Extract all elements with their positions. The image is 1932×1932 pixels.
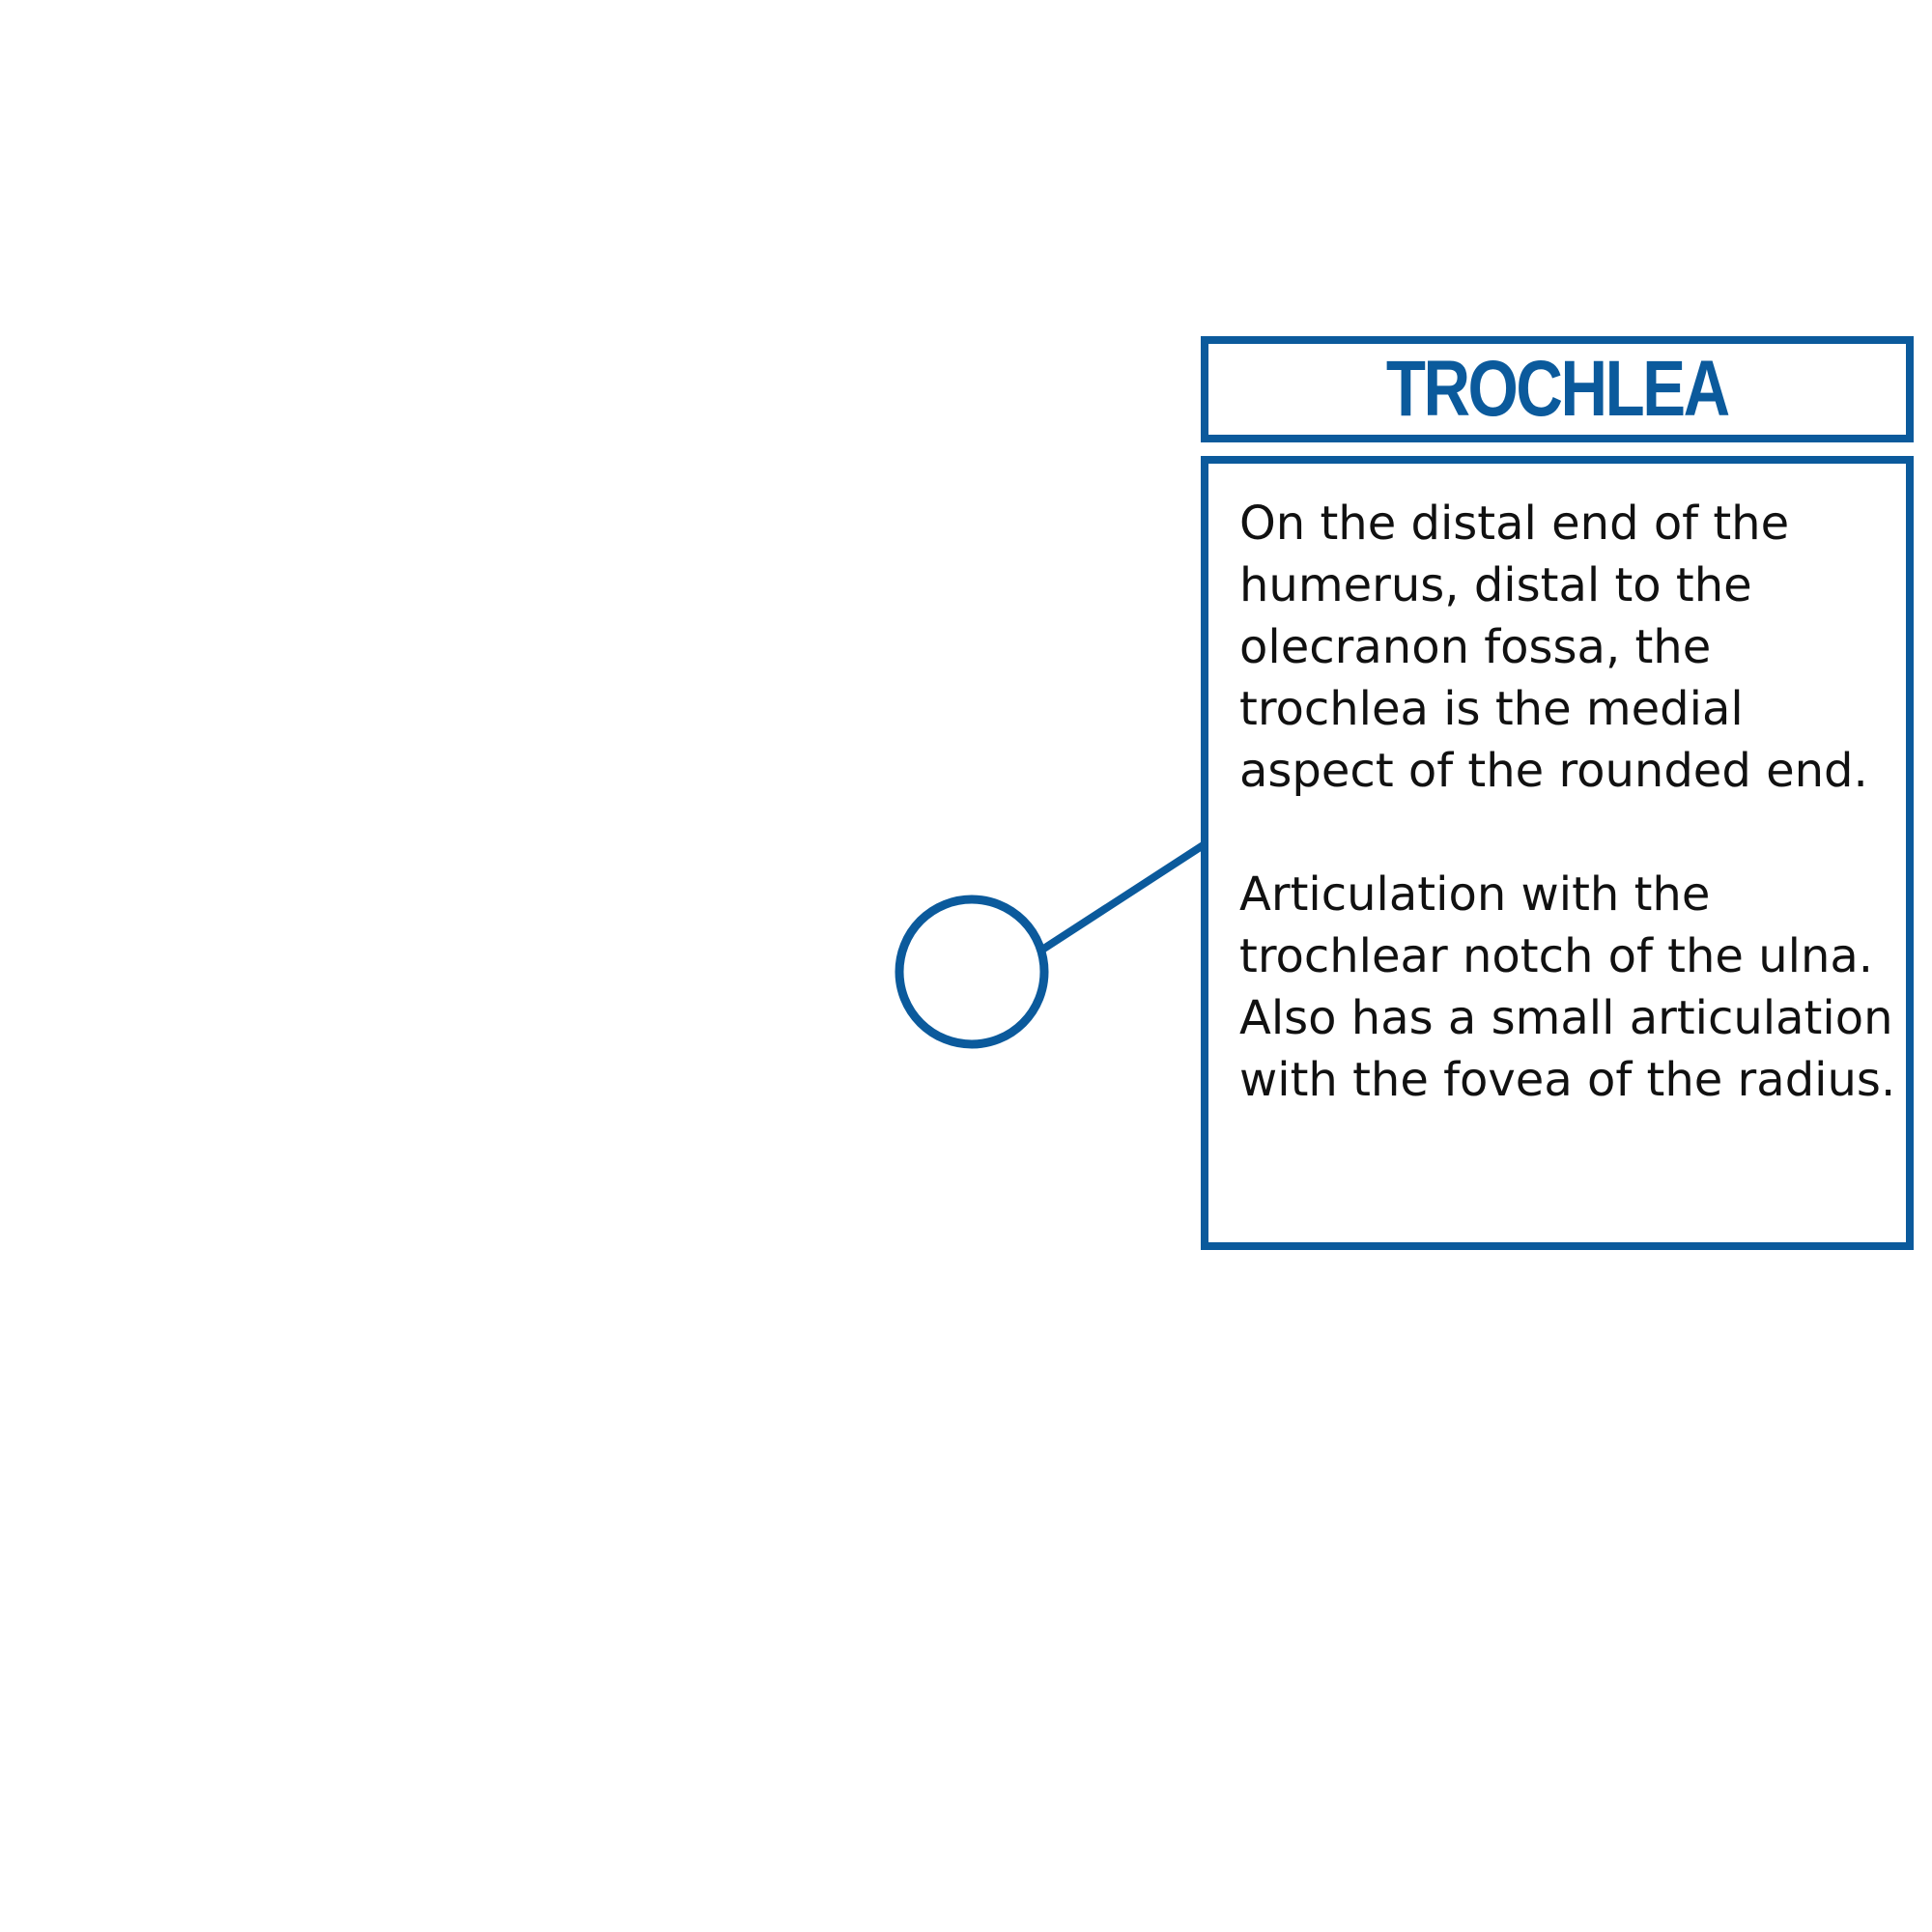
marker-circle xyxy=(895,895,1049,1049)
description-paragraph-2: Articulation with the trochlear notch of… xyxy=(1239,867,1896,1107)
description-paragraph-1: On the distal end of the humerus, distal… xyxy=(1239,497,1868,798)
leader-line xyxy=(1039,840,1208,953)
description-box: On the distal end of the humerus, distal… xyxy=(1201,456,1914,1250)
callout-title: TROCHLEA xyxy=(1386,345,1730,433)
description-text: On the distal end of the humerus, distal… xyxy=(1239,493,1896,1111)
title-box: TROCHLEA xyxy=(1201,336,1914,442)
